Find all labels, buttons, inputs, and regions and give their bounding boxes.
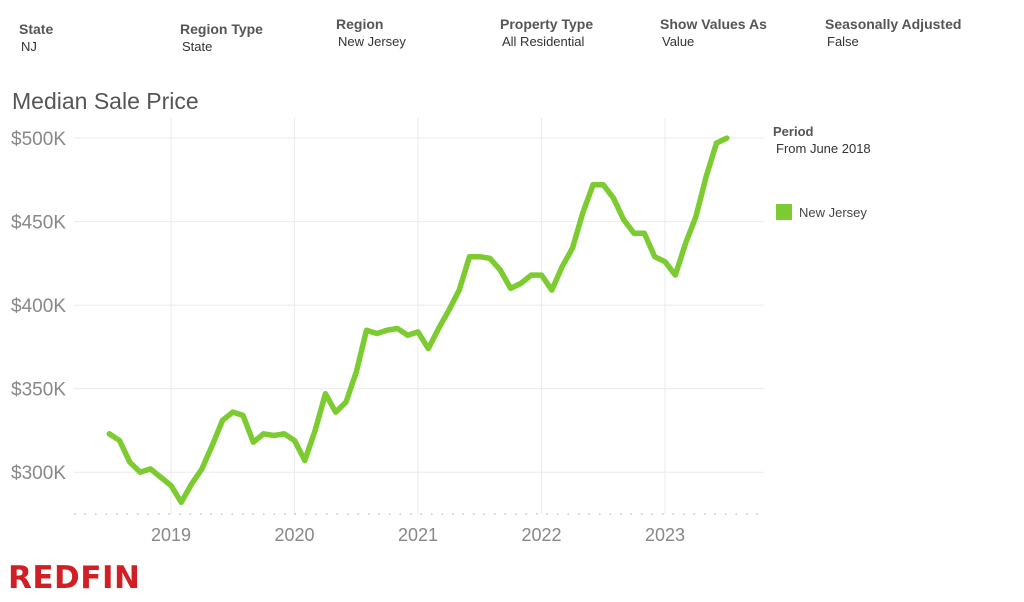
chart-grid (74, 118, 764, 515)
series-line-new-jersey (106, 135, 730, 506)
filter-value: NJ (21, 39, 37, 54)
y-tick-label: $350K (11, 380, 66, 401)
filter-seasonally-adjusted[interactable]: Seasonally Adjusted False (825, 16, 961, 49)
period-label: Period (773, 124, 814, 139)
y-tick-label: $300K (11, 463, 66, 484)
x-tick-label: 2021 (398, 525, 438, 545)
filter-label: Property Type (500, 16, 594, 32)
filter-region-type[interactable]: Region Type State (180, 21, 263, 54)
legend-swatch (776, 204, 792, 220)
chart-title: Median Sale Price (12, 88, 199, 114)
x-tick-label: 2023 (645, 525, 685, 545)
redfin-logo: REDFIN (8, 560, 141, 596)
filter-value: State (182, 39, 213, 54)
series-lines (106, 135, 730, 506)
filter-show-values-as[interactable]: Show Values As Value (660, 16, 767, 49)
legend-item-new-jersey[interactable]: New Jersey (776, 204, 867, 220)
filter-value: False (827, 34, 859, 49)
filter-label: Show Values As (660, 16, 767, 32)
y-tick-label: $500K (11, 129, 66, 150)
y-axis: $300K $350K $400K $450K $500K (11, 129, 66, 484)
filter-value: New Jersey (338, 34, 406, 49)
x-axis: 2019 2020 2021 2022 2023 (151, 525, 685, 545)
y-tick-label: $450K (11, 213, 66, 234)
period-value: From June 2018 (776, 141, 871, 156)
filter-value: Value (662, 34, 695, 49)
filter-bar: State NJ Region Type State Region New Je… (0, 0, 1024, 60)
legend-label: New Jersey (799, 204, 867, 220)
filter-label: Region Type (180, 21, 263, 37)
filter-region[interactable]: Region New Jersey (336, 16, 406, 49)
x-tick-label: 2022 (521, 525, 561, 545)
filter-label: Seasonally Adjusted (825, 16, 962, 32)
legend-period: Period From June 2018 (773, 124, 871, 156)
filter-label: State (19, 21, 54, 37)
y-tick-label: $400K (11, 296, 66, 317)
filter-state[interactable]: State NJ (19, 21, 53, 54)
filter-value: All Residential (502, 34, 585, 49)
filter-property-type[interactable]: Property Type All Residential (500, 16, 593, 49)
x-tick-label: 2019 (151, 525, 191, 545)
x-tick-label: 2020 (274, 525, 314, 545)
filter-label: Region (336, 16, 384, 32)
